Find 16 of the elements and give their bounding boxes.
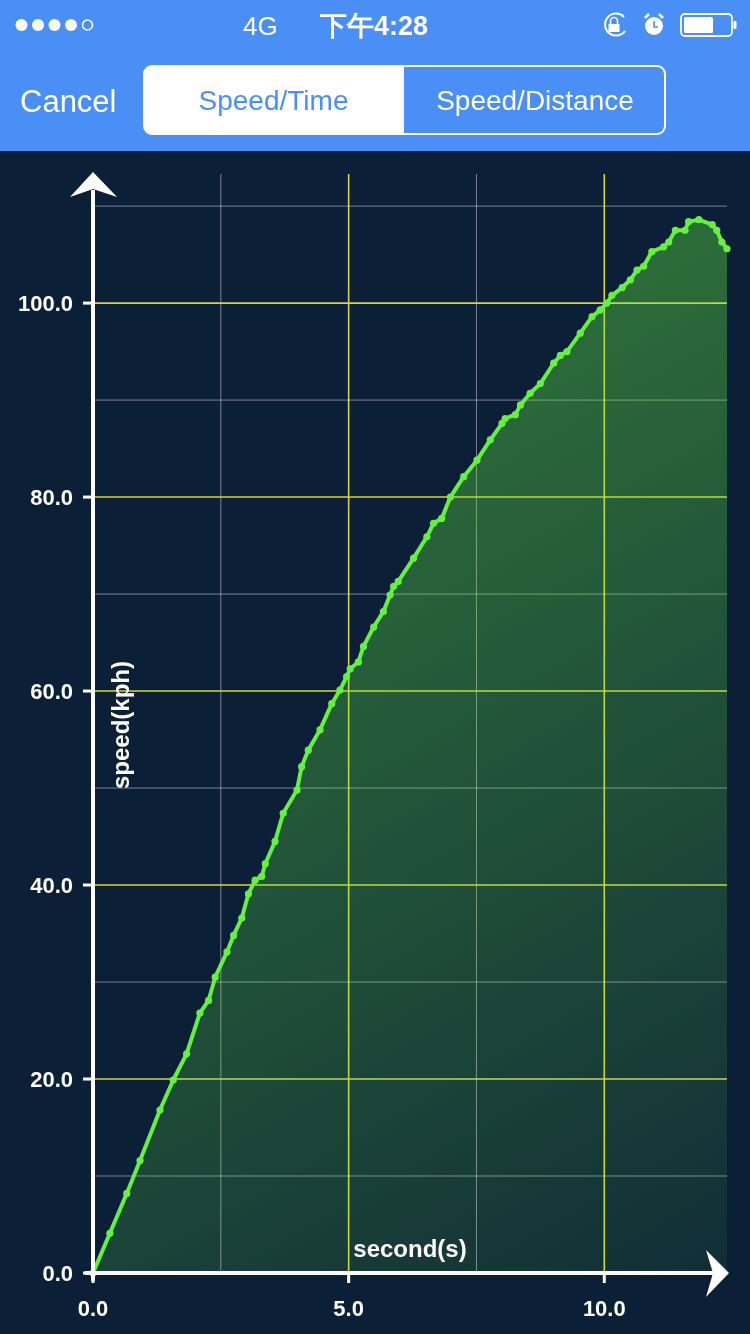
y-tick-label: 20.0 xyxy=(30,1067,73,1092)
annotation: Cancel xyxy=(20,84,117,119)
y-axis-title: speed(kph) xyxy=(107,661,134,789)
y-tick-label: 60.0 xyxy=(30,679,73,705)
annotation: Speed/Distance xyxy=(436,85,634,116)
x-tick-label: 0.0 xyxy=(77,1296,109,1321)
x-tick-label: 10.0 xyxy=(582,1296,626,1321)
y-tick-label: 40.0 xyxy=(30,873,73,899)
annotation: Speed/Time xyxy=(198,85,349,116)
y-tick-label: 0.0 xyxy=(42,1261,73,1286)
y-tick-label: 100.0 xyxy=(17,291,73,317)
x-axis-title: second(s) xyxy=(353,1235,467,1262)
annotation: 下午4:28 xyxy=(320,11,429,41)
x-tick-label: 5.0 xyxy=(333,1296,364,1321)
y-tick-label: 80.0 xyxy=(30,485,73,511)
annotation: 4G xyxy=(243,11,278,41)
